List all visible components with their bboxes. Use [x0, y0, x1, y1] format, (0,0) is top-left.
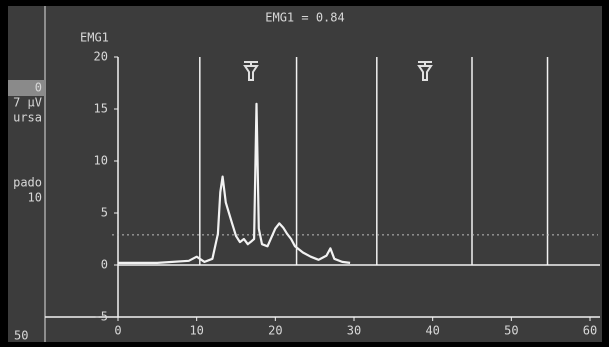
sidebar-label: 50 [14, 329, 28, 343]
x-tick-label: 50 [504, 324, 518, 338]
y-tick-label: 20 [94, 50, 108, 64]
y-tick-label: 10 [94, 154, 108, 168]
y-tick-label: 5 [101, 206, 108, 220]
y-tick-label: 0 [101, 258, 108, 272]
sidebar-label: 10 [28, 191, 42, 205]
screen: 0 7 µV ursa pado 10 50 EMG1 = 0.84 EMG1 … [0, 0, 609, 347]
y-tick-label: -5 [94, 310, 108, 324]
chart-title: EMG1 = 0.84 [265, 11, 344, 25]
sidebar-label: ursa [13, 111, 42, 125]
sidebar-label: pado [13, 176, 42, 190]
x-tick-label: 60 [583, 324, 597, 338]
y-tick-label: 15 [94, 102, 108, 116]
y-axis-label: EMG1 [80, 31, 109, 45]
x-tick-label: 40 [425, 324, 439, 338]
x-tick-label: 30 [347, 324, 361, 338]
sidebar-label: 0 [35, 81, 42, 95]
x-tick-label: 20 [268, 324, 282, 338]
x-tick-label: 0 [114, 324, 121, 338]
x-tick-label: 10 [189, 324, 203, 338]
sidebar-label: 7 µV [13, 96, 42, 110]
